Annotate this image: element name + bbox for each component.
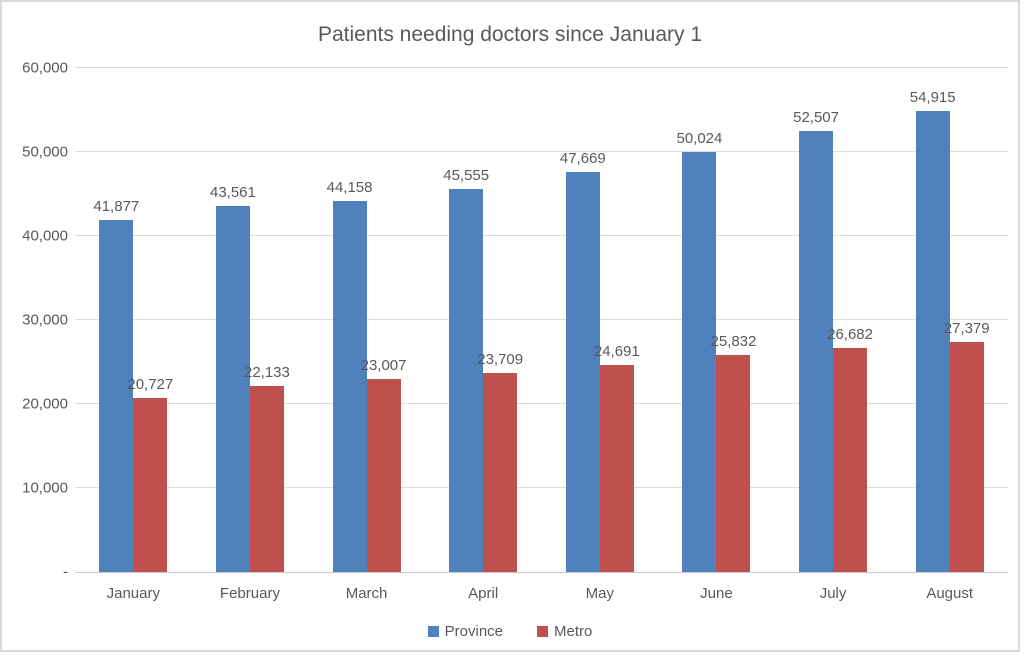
bar-province-june: 50,024 — [676, 130, 722, 572]
bar-metro-june: 25,832 — [710, 333, 756, 572]
gridline — [75, 403, 1008, 404]
bar-value-label: 47,669 — [559, 149, 606, 167]
bar-metro-april: 23,709 — [477, 351, 523, 572]
bar-value-label: 43,561 — [209, 184, 256, 202]
x-category-label: August — [926, 585, 974, 602]
bar-metro-march: 23,007 — [361, 357, 407, 572]
bar-metro-may: 24,691 — [594, 343, 640, 572]
category-group: 41,877 20,727 — [75, 68, 192, 572]
x-category-label: March — [345, 585, 388, 602]
gridline — [75, 319, 1008, 320]
bar-value-label: 23,709 — [477, 350, 524, 368]
y-tick-label: 40,000 — [22, 227, 68, 245]
x-category-label: February — [219, 585, 280, 602]
gridline — [75, 67, 1008, 68]
bar-province-july: 52,507 — [793, 109, 839, 572]
bar-province-august: 54,915 — [910, 89, 956, 572]
bar-province-april: 45,555 — [443, 167, 489, 572]
legend-item-province: Province — [427, 622, 503, 640]
bar-metro-july: 26,682 — [827, 326, 873, 572]
category-group: 45,555 23,709 — [425, 68, 542, 572]
y-tick-label: - — [63, 563, 68, 581]
x-category-label: July — [819, 585, 847, 602]
bar-value-label: 24,691 — [593, 342, 640, 360]
bar-value-label: 44,158 — [326, 179, 373, 197]
category-group: 44,158 23,007 — [308, 68, 425, 572]
y-tick-label: 20,000 — [22, 395, 68, 413]
category-group: 43,561 22,133 — [192, 68, 309, 572]
bar-value-label: 22,133 — [243, 364, 290, 382]
bar-value-label: 50,024 — [676, 129, 723, 147]
y-axis: - 10,000 20,000 30,000 40,000 50,000 60,000 — [2, 60, 68, 581]
y-tick-label: 50,000 — [22, 143, 68, 161]
y-tick-label: 60,000 — [22, 59, 68, 77]
x-category-label: January — [106, 585, 160, 602]
legend-swatch-icon — [427, 625, 439, 637]
legend: Province Metro — [2, 618, 1018, 644]
legend-item-metro: Metro — [537, 623, 592, 640]
category-group: 47,669 24,691 — [542, 68, 659, 572]
x-category-label: June — [700, 585, 733, 602]
x-axis: January February March April May June July Augu… — [75, 582, 1008, 606]
bar-province-february: 43,561 — [210, 184, 256, 572]
bar-value-label: 25,832 — [710, 333, 757, 351]
plot-area: 41,877 20,727 43,561 22,133 44,158 23,007 45,5… — [75, 67, 1008, 573]
category-group: 50,024 25,832 — [658, 68, 775, 572]
bar-value-label: 27,379 — [943, 320, 990, 338]
bar-value-label: 45,555 — [443, 167, 490, 185]
bar-value-label: 52,507 — [793, 108, 840, 126]
gridline — [75, 151, 1008, 152]
y-tick-label: 10,000 — [22, 479, 68, 497]
bar-province-january: 41,877 — [93, 198, 139, 572]
bar-value-label: 41,877 — [93, 198, 140, 216]
y-tick-label: 30,000 — [22, 311, 68, 329]
legend-swatch-icon — [537, 625, 548, 637]
bar-value-label: 26,682 — [827, 325, 874, 343]
legend-label: Metro — [554, 622, 593, 640]
bar-province-march: 44,158 — [327, 179, 373, 572]
category-group: 52,507 26,682 — [775, 68, 892, 572]
x-category-label: May — [585, 585, 614, 602]
bar-value-label: 23,007 — [360, 356, 407, 374]
gridline — [75, 487, 1008, 488]
bar-metro-february: 22,133 — [244, 364, 290, 572]
category-group: 54,915 27,379 — [891, 68, 1008, 572]
bar-metro-january: 20,727 — [127, 376, 173, 572]
bar-province-may: 47,669 — [560, 150, 606, 572]
x-category-label: April — [468, 585, 499, 602]
legend-label: Province — [444, 622, 503, 640]
bar-metro-august: 27,379 — [944, 320, 990, 572]
bar-value-label: 20,727 — [127, 375, 174, 393]
chart-title: Patients needing doctors since January 1 — [317, 23, 703, 46]
gridline — [75, 235, 1008, 236]
bar-value-label: 54,915 — [909, 88, 956, 106]
